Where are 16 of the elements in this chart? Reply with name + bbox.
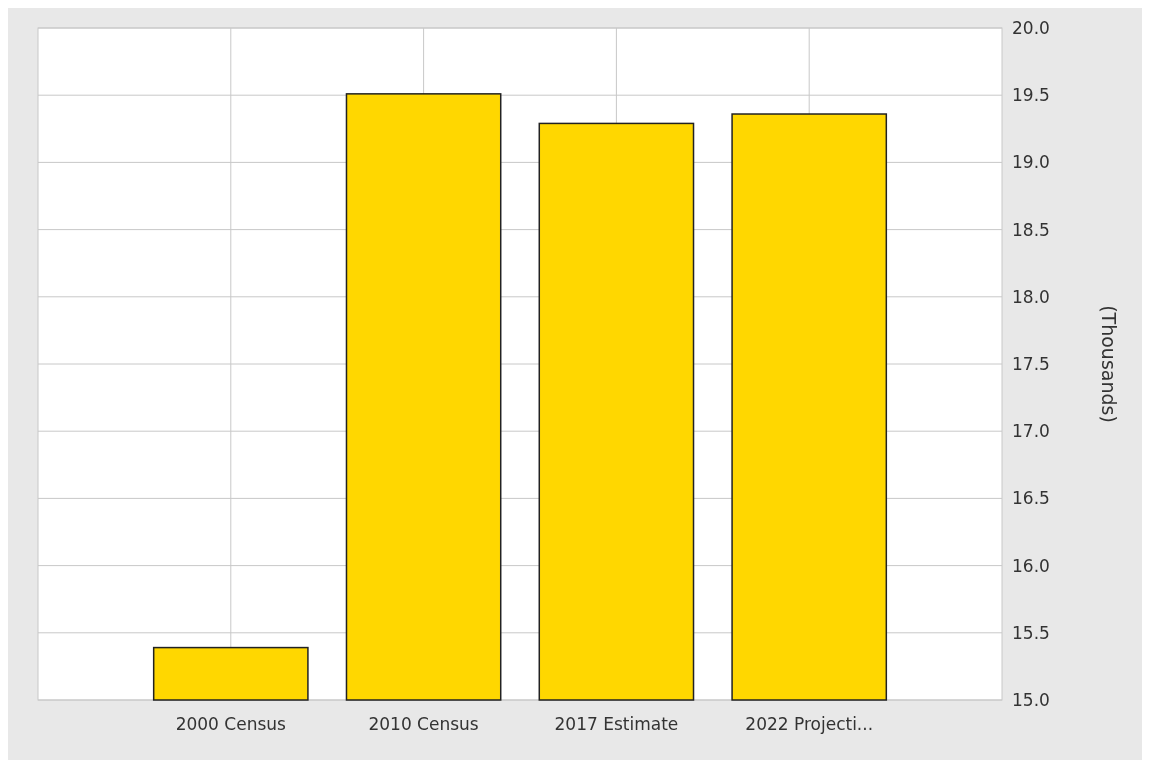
x-tick-label: 2010 Census: [368, 714, 479, 734]
x-tick-label: 2017 Estimate: [554, 714, 679, 734]
y-axis-title: (Thousands): [1098, 305, 1120, 423]
x-tick-label: 2000 Census: [175, 714, 287, 734]
y-tick-label: 16.0: [1012, 555, 1050, 576]
y-tick-label: 17.5: [1012, 353, 1050, 374]
y-tick-label: 18.0: [1012, 286, 1050, 307]
y-tick-label: 17.0: [1012, 421, 1050, 442]
y-tick-label: 20.0: [1012, 17, 1050, 38]
y-tick-label: 16.5: [1012, 488, 1050, 509]
x-tick-label: 2022 Projecti...: [745, 714, 874, 734]
y-tick-label: 19.0: [1012, 152, 1050, 173]
y-tick-label: 15.0: [1012, 689, 1050, 710]
y-tick-label: 18.5: [1012, 219, 1050, 240]
y-tick-label: 15.5: [1012, 622, 1050, 643]
y-tick-label: 19.5: [1012, 85, 1050, 106]
